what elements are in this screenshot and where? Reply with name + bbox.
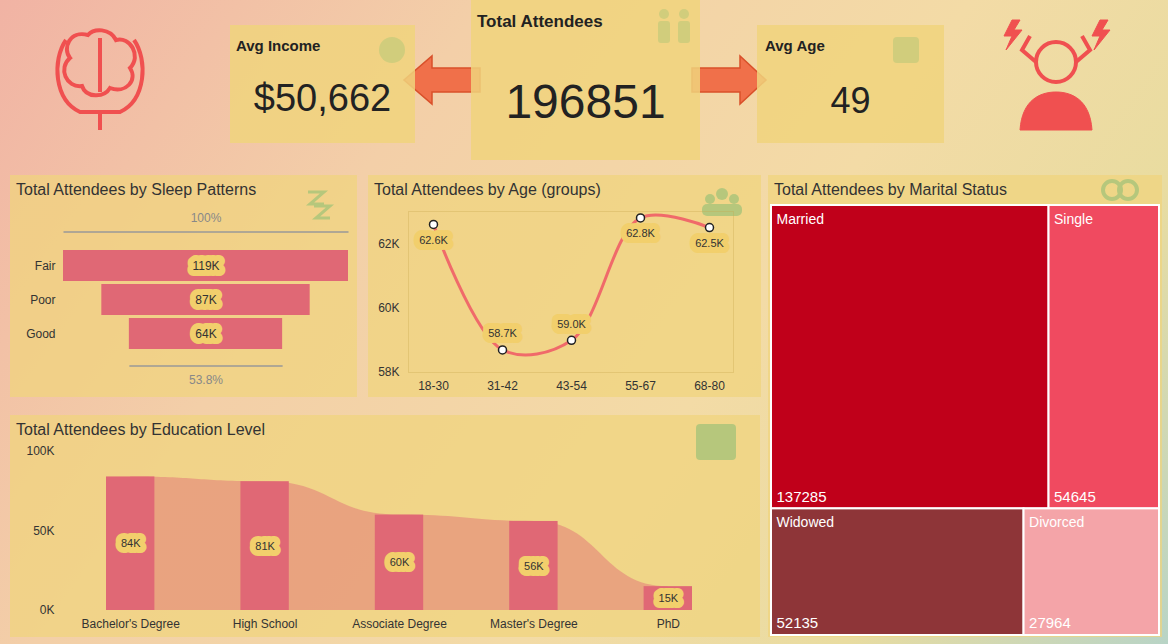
svg-text:54645: 54645 (1054, 488, 1096, 505)
svg-text:137285: 137285 (777, 488, 827, 505)
svg-text:Widowed: Widowed (777, 514, 835, 530)
svg-text:52135: 52135 (777, 614, 819, 631)
html-text:Avg Age: Avg Age (765, 37, 825, 54)
svg-text:62.6K: 62.6K (419, 234, 448, 246)
svg-text:84K: 84K (121, 537, 141, 549)
html-text:$50,662: $50,662 (253, 77, 392, 119)
svg-text:50K: 50K (33, 524, 54, 538)
svg-text:59.0K: 59.0K (557, 318, 586, 330)
svg-text:Poor: Poor (30, 293, 55, 307)
svg-text:15K: 15K (659, 592, 679, 604)
svg-text:Associate Degree: Associate Degree (352, 617, 447, 631)
html-text:Avg Income: Avg Income (236, 37, 321, 54)
svg-text:62K: 62K (378, 237, 399, 251)
svg-text:81K: 81K (255, 540, 275, 552)
html-text:Total Attendees by Education L: Total Attendees by Education Level (16, 421, 266, 438)
svg-text:Fair: Fair (35, 259, 56, 273)
svg-text:62.5K: 62.5K (695, 237, 724, 249)
svg-text:56K: 56K (524, 560, 544, 572)
svg-text:53.8%: 53.8% (189, 373, 223, 387)
svg-text:100K: 100K (26, 444, 54, 458)
svg-text:62.8K: 62.8K (626, 227, 655, 239)
svg-text:60K: 60K (390, 556, 410, 568)
html-text:Total Attendees by Sleep Patte: Total Attendees by Sleep Patterns (16, 181, 257, 198)
svg-text:18-30: 18-30 (418, 379, 449, 393)
svg-text:87K: 87K (195, 293, 216, 307)
svg-text:27964: 27964 (1029, 614, 1071, 631)
svg-text:Single: Single (1054, 211, 1093, 227)
svg-text:60K: 60K (378, 301, 399, 315)
svg-text:Master's Degree: Master's Degree (490, 617, 578, 631)
svg-text:0K: 0K (40, 603, 55, 617)
svg-text:64K: 64K (195, 327, 216, 341)
svg-text:Married: Married (777, 211, 824, 227)
svg-text:31-42: 31-42 (487, 379, 518, 393)
svg-text:43-54: 43-54 (556, 379, 587, 393)
svg-text:68-80: 68-80 (694, 379, 725, 393)
html-text:49: 49 (830, 80, 871, 121)
html-text:Total Attendees: Total Attendees (477, 12, 603, 31)
svg-text:Bachelor's Degree: Bachelor's Degree (82, 617, 181, 631)
svg-text:High School: High School (233, 617, 298, 631)
svg-text:58.7K: 58.7K (488, 327, 517, 339)
svg-text:119K: 119K (192, 259, 219, 273)
html-text:Total Attendees by Age (groups: Total Attendees by Age (groups) (374, 181, 601, 198)
html-text:Total Attendees by Marital Sta: Total Attendees by Marital Status (774, 181, 1007, 198)
svg-text:PhD: PhD (657, 617, 681, 631)
svg-text:Good: Good (26, 327, 55, 341)
svg-text:Divorced: Divorced (1029, 514, 1084, 530)
html-text:196851: 196851 (505, 75, 666, 128)
svg-text:100%: 100% (191, 211, 222, 225)
svg-text:55-67: 55-67 (625, 379, 656, 393)
svg-text:58K: 58K (378, 365, 399, 379)
